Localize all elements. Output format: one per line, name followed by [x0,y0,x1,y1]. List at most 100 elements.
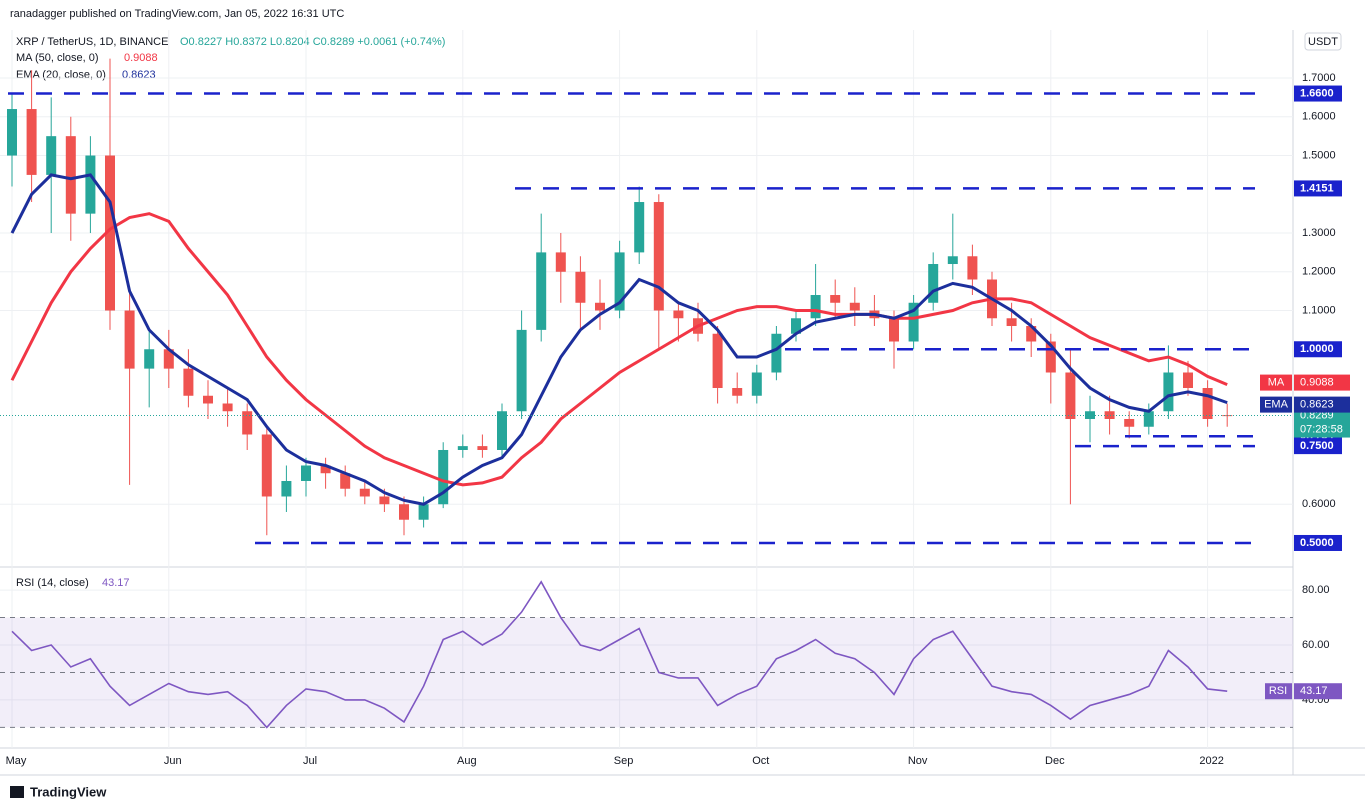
candle-body [1026,326,1037,342]
level-label: 1.6600 [1300,87,1334,99]
candle-body [65,136,76,214]
candle-body [1065,372,1076,419]
x-tick-label: Jun [164,755,182,767]
candle-body [771,333,782,373]
candle-body [261,434,272,497]
rsi-line [11,580,1228,729]
x-tick-label: Nov [908,755,928,767]
ema-legend: EMA (20, close, 0) [16,69,106,81]
candle-body [340,473,351,489]
candle-body [1183,372,1193,388]
candle-body [1045,341,1056,373]
candle-body [536,252,547,330]
rsi-tag-value: 43.17 [1300,685,1328,697]
candle-body [359,488,370,497]
candle-body [634,202,645,253]
candle-body [379,496,390,505]
rsi-tag-bg [1294,683,1342,700]
level-tag [1294,85,1342,102]
rsi-band [0,617,1293,728]
y-tick-label: 1.7000 [1302,72,1336,84]
candle-body [908,302,919,342]
rsi-tag-name-bg [1265,683,1292,700]
candle-body [497,411,507,450]
logo: TradingView [30,784,107,799]
x-tick-label: Aug [457,755,477,767]
candle-body [320,465,331,474]
level-tag [1294,180,1342,197]
candle-body [124,310,135,369]
candle-body [1143,411,1154,427]
x-tick-label: Sep [614,755,634,767]
currency-box[interactable] [1304,32,1342,51]
candle-body [555,252,566,272]
y-tick-label: 1.6000 [1302,111,1336,123]
candle-body [791,318,801,334]
y-tick-label: 0.6000 [1302,498,1336,510]
candle-body [575,271,586,303]
candle-body [7,109,17,156]
overlay-tag-name-bg [1260,374,1292,391]
price-tag-countdown: 07:28:58 [1300,423,1343,435]
y-tick-label: 60.00 [1302,639,1330,651]
publisher: ranadagger published on TradingView.com,… [10,8,344,20]
candle-body [928,264,939,303]
x-tick-label: Dec [1045,755,1065,767]
candle-body [614,252,625,311]
candle-body [673,310,684,319]
logo-icon [10,786,24,798]
candle-body [889,318,899,342]
candle-body [242,411,253,435]
candle-body [163,349,174,369]
rsi-tag-name: RSI [1269,685,1287,697]
ema-legend-value: 0.8623 [122,69,156,81]
overlay-tag-value: 0.8623 [1300,399,1334,411]
x-tick-label: Jul [303,755,317,767]
ohlc: O0.8227 H0.8372 L0.8204 C0.8289 +0.0061 … [180,36,445,48]
candle-body [281,480,292,497]
candle-body [1124,418,1135,427]
candle-body [516,329,527,412]
x-tick-label: May [6,755,27,767]
overlay-tag-name-bg [1260,396,1292,413]
candle-body [849,302,860,311]
rsi-legend-value: 43.17 [102,577,130,589]
y-tick-label: 1.5000 [1302,149,1336,161]
overlay-line [10,212,1228,487]
candle-body [732,388,743,396]
candle-body [751,372,762,396]
candle-body [85,155,96,214]
level-tag [1294,341,1342,358]
candle-body [1006,318,1017,327]
candle-body [438,449,449,505]
candle-body [203,395,213,404]
currency[interactable]: USDT [1308,36,1338,48]
candle-body [595,302,605,311]
candle-body [810,295,821,319]
candle-body [183,368,194,396]
level-label: 0.7500 [1300,440,1334,452]
candle-body [46,136,57,175]
ma-legend: MA (50, close, 0) [16,52,99,64]
candle-body [830,295,841,303]
overlay-tag-bg [1294,374,1350,391]
y-tick-label: 1.1000 [1302,304,1336,316]
level-tag [1294,438,1342,455]
candle-body [26,109,37,175]
overlay-tag-name: MA [1268,376,1285,388]
candle-body [653,202,664,311]
candle-body [222,403,233,412]
candle-body [477,446,488,450]
candle-body [947,256,958,265]
y-tick-label: 1.2000 [1302,266,1336,278]
candle-body [1104,411,1115,419]
overlay-tag-value: 0.9088 [1300,376,1334,388]
candle-body [967,256,978,280]
symbol-title: XRP / TetherUS, 1D, BINANCE [16,36,168,48]
candle-body [1202,388,1213,419]
level-tag [1294,534,1342,551]
y-tick-label: 80.00 [1302,584,1330,596]
candle-body [105,155,115,311]
candle-body [301,465,311,481]
